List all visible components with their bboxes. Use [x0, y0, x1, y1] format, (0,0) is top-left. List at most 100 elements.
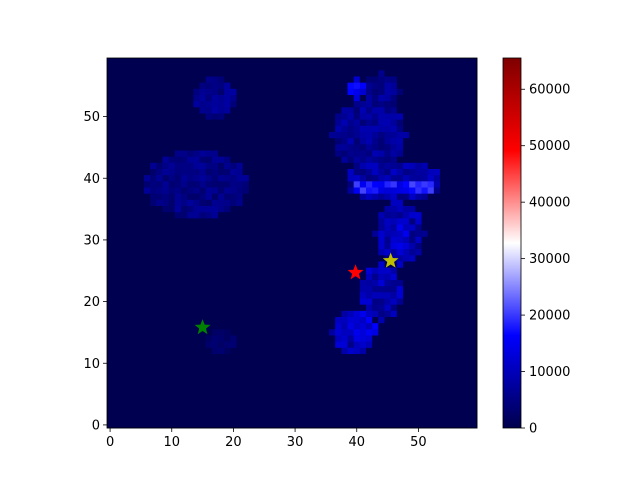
heatmap-cell — [279, 317, 287, 324]
heatmap-cell — [162, 317, 170, 324]
heatmap-cell — [316, 378, 324, 386]
heatmap-cell — [390, 335, 398, 343]
heatmap-cell — [384, 243, 392, 250]
heatmap-cell — [193, 199, 200, 207]
heatmap-cell — [187, 193, 194, 201]
heatmap-cell — [427, 267, 435, 275]
heatmap-cell — [273, 341, 281, 349]
heatmap-cell — [113, 193, 120, 201]
yellow-star — [382, 252, 399, 268]
heatmap-cell — [144, 64, 151, 71]
heatmap-cell — [205, 156, 213, 164]
heatmap-cell — [409, 132, 416, 139]
heatmap-cell — [230, 181, 237, 188]
heatmap-cell — [285, 249, 293, 256]
heatmap-cell — [322, 372, 330, 380]
heatmap-cell — [347, 206, 355, 213]
heatmap-cell — [242, 273, 250, 281]
heatmap-cell — [230, 255, 237, 262]
heatmap-cell — [156, 384, 163, 392]
heatmap-cell — [279, 347, 287, 355]
heatmap-cell — [304, 95, 311, 102]
heatmap-cell — [427, 144, 435, 151]
heatmap-cell — [273, 162, 281, 170]
heatmap-cell — [298, 249, 305, 256]
heatmap-cell — [322, 230, 330, 238]
heatmap-cell — [137, 95, 145, 102]
heatmap-cell — [144, 88, 151, 96]
heatmap-cell — [409, 187, 416, 195]
heatmap-cell — [236, 88, 244, 96]
heatmap-cell — [390, 95, 398, 102]
heatmap-cell — [421, 378, 429, 386]
heatmap-cell — [236, 292, 244, 299]
heatmap-cell — [335, 384, 342, 392]
heatmap-cell — [304, 267, 311, 275]
heatmap-cell — [409, 415, 416, 423]
heatmap-cell — [168, 125, 176, 133]
heatmap-cell — [131, 95, 139, 102]
heatmap-cell — [440, 162, 447, 170]
heatmap-cell — [279, 366, 287, 373]
heatmap-cell — [341, 384, 348, 392]
heatmap-cell — [236, 156, 244, 164]
heatmap-cell — [218, 187, 225, 195]
heatmap-cell — [390, 273, 398, 281]
heatmap-cell — [409, 212, 416, 219]
heatmap-cell — [205, 199, 213, 207]
heatmap-cell — [292, 267, 299, 275]
heatmap-cell — [113, 329, 120, 336]
heatmap-cell — [335, 58, 342, 65]
heatmap-cell — [292, 64, 299, 71]
heatmap-cell — [359, 397, 367, 404]
heatmap-cell — [261, 273, 268, 281]
heatmap-cell — [464, 218, 472, 225]
heatmap-cell — [168, 397, 176, 404]
heatmap-cell — [156, 243, 163, 250]
heatmap-cell — [353, 261, 361, 269]
heatmap-cell — [292, 323, 299, 330]
heatmap-cell — [464, 88, 472, 96]
heatmap-cell — [310, 64, 318, 71]
heatmap-cell — [267, 138, 274, 145]
heatmap-cell — [162, 181, 170, 188]
heatmap-cell — [199, 360, 207, 367]
heatmap-cell — [156, 95, 163, 102]
heatmap-cell — [285, 261, 293, 269]
heatmap-cell — [131, 354, 139, 361]
heatmap-cell — [470, 372, 478, 380]
heatmap-cell — [446, 403, 453, 410]
heatmap-cell — [137, 125, 145, 133]
heatmap-cell — [421, 347, 429, 355]
heatmap-cell — [440, 88, 447, 96]
heatmap-cell — [458, 150, 466, 158]
heatmap-cell — [125, 280, 133, 287]
heatmap-cell — [458, 323, 466, 330]
heatmap-cell — [174, 310, 182, 318]
heatmap-cell — [335, 150, 342, 158]
heatmap-cell — [187, 88, 194, 96]
heatmap-cell — [427, 82, 435, 90]
heatmap-cell — [261, 58, 268, 65]
heatmap-cell — [285, 372, 293, 380]
heatmap-cell — [446, 378, 453, 386]
heatmap-cell — [218, 230, 225, 238]
heatmap-cell — [464, 181, 472, 188]
heatmap-cell — [440, 175, 447, 182]
heatmap-cell — [113, 273, 120, 281]
heatmap-cell — [427, 391, 435, 398]
heatmap-cell — [440, 273, 447, 281]
heatmap-cell — [174, 144, 182, 151]
heatmap-cell — [211, 347, 219, 355]
heatmap-cell — [396, 181, 404, 188]
heatmap-cell — [193, 354, 200, 361]
heatmap-cell — [125, 421, 133, 429]
heatmap-cell — [372, 255, 379, 262]
heatmap-cell — [359, 76, 367, 84]
heatmap-cell — [304, 150, 311, 158]
heatmap-cell — [261, 107, 268, 114]
heatmap-cell — [452, 403, 459, 410]
heatmap-cell — [131, 391, 139, 398]
heatmap-cell — [298, 82, 305, 90]
